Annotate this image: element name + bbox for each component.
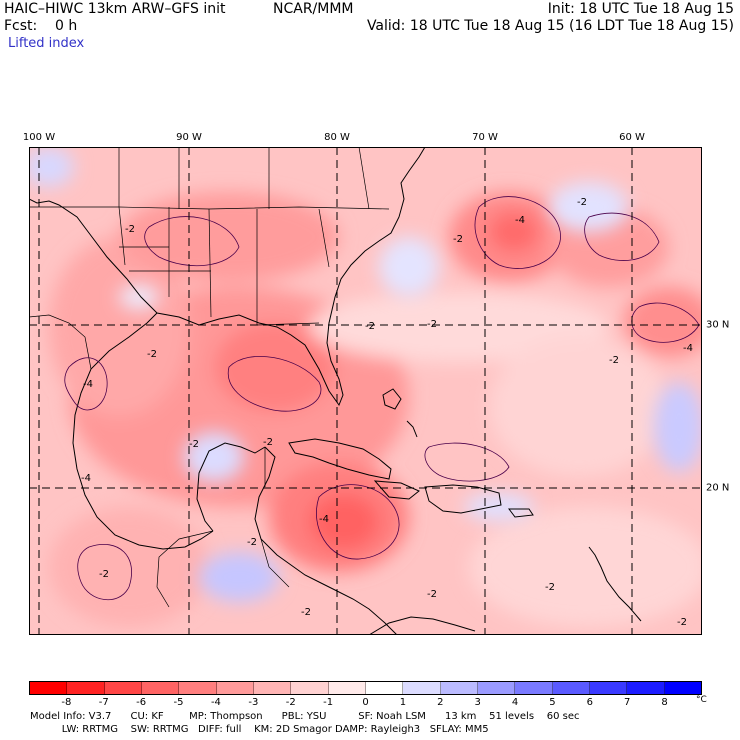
contour-label: -2	[677, 617, 687, 628]
lat-label-20n: 20 N	[706, 482, 730, 494]
colorbar-segment	[141, 682, 180, 694]
colorbar-segment	[515, 682, 553, 694]
colorbar-segment	[440, 682, 478, 694]
contour-label: -4	[81, 473, 91, 484]
contour-label: -4	[515, 215, 525, 226]
colorbar-segment	[253, 682, 292, 694]
colorbar-tick-label: -4	[210, 697, 221, 708]
lat-label-30n: 30 N	[706, 319, 730, 331]
contour-lines	[64, 196, 700, 601]
valid-time: Valid: 18 UTC Tue 18 Aug 15 (16 LDT Tue …	[366, 18, 734, 34]
colorbar-segment	[30, 682, 68, 694]
colorbar-segment	[365, 682, 404, 694]
contour-label: -2	[545, 582, 555, 593]
colorbar-segment	[552, 682, 590, 694]
colorbar-tick-label: 2	[437, 697, 444, 708]
contour-label: -2	[247, 537, 257, 548]
contour-label: -2	[427, 589, 437, 600]
model-info-line1: Model Info: V3.7 CU: KF MP: Thompson PBL…	[30, 711, 580, 722]
colorbar-tick-label: 7	[624, 697, 631, 708]
lon-label-60w: 60 W	[619, 132, 645, 143]
colorbar-tick-label: 0	[362, 697, 369, 708]
colorbar-segment	[477, 682, 516, 694]
colorbar-segment	[328, 682, 366, 694]
contour-label: -2	[301, 607, 311, 618]
contour-label: -2	[609, 355, 619, 366]
contour-label-group: -2 -4 -2 -2 -4 -2 -4 -2 -2 -2 -2 -4 -2 -…	[81, 197, 693, 628]
contour-label: -2	[263, 437, 273, 448]
lon-label-90w: 90 W	[176, 132, 202, 143]
colorbar-unit: °C	[696, 695, 707, 705]
org-label: NCAR/MMM	[273, 1, 354, 17]
colorbar-tick-label: -8	[61, 697, 72, 708]
field-name: Lifted index	[8, 36, 85, 51]
colorbar-segment	[216, 682, 254, 694]
colorbar-tick-label: -2	[285, 697, 296, 708]
lon-label-80w: 80 W	[324, 132, 350, 143]
colorbar-segment	[664, 682, 701, 694]
colorbar-tick-label: 1	[399, 697, 407, 708]
colorbar-tick-label: -6	[136, 697, 147, 708]
contour-label: -2	[99, 569, 109, 580]
contour-label: -4	[83, 379, 93, 390]
colorbar-segment	[627, 682, 665, 694]
map-canvas: -2 -4 -2 -2 -4 -2 -4 -2 -2 -2 -2 -4 -2 -…	[29, 147, 702, 635]
lon-label-100w: 100 W	[22, 132, 56, 143]
lon-label-70w: 70 W	[472, 132, 498, 143]
contour-label: -2	[427, 319, 437, 330]
colorbar-segment	[67, 682, 105, 694]
init-time: Init: 18 UTC Tue 18 Aug 15	[547, 1, 734, 17]
colorbar-tick-label: -5	[173, 697, 184, 708]
lat-lon-grid	[29, 147, 702, 635]
colorbar-tick-label: 4	[511, 697, 519, 708]
colorbar-segment	[291, 682, 329, 694]
contour-label: -2	[365, 321, 375, 332]
colorbar-tick-label: -3	[248, 697, 259, 708]
contour-label: -2	[189, 439, 199, 450]
colorbar-segment	[179, 682, 217, 694]
contour-label: -2	[453, 234, 463, 245]
forecast-hour: Fcst: 0 h	[4, 18, 78, 34]
colorbar-tick-label: 5	[549, 697, 556, 708]
lifted-index-map: -2 -4 -2 -2 -4 -2 -4 -2 -2 -2 -2 -4 -2 -…	[29, 147, 702, 635]
map-frame	[29, 147, 702, 635]
colorbar	[29, 681, 702, 695]
contour-label: -2	[125, 224, 135, 235]
coastlines	[29, 147, 642, 635]
colorbar-tick-label: 3	[474, 697, 481, 708]
colorbar-tick-label: 6	[586, 697, 594, 708]
colorbar-segment	[589, 682, 628, 694]
shading-field	[49, 192, 702, 627]
contour-label: -4	[683, 343, 693, 354]
colorbar-segment	[104, 682, 142, 694]
state-borders	[29, 147, 390, 608]
colorbar-tick-label: -1	[323, 697, 334, 708]
colorbar-tick-label: 8	[661, 697, 668, 708]
model-title: HAIC–HIWC 13km ARW–GFS init	[4, 1, 226, 17]
model-info-line2: LW: RRTMG SW: RRTMG DIFF: full KM: 2D Sm…	[30, 724, 489, 735]
contour-label: -4	[319, 514, 329, 525]
colorbar-tick-label: -7	[98, 697, 109, 708]
colorbar-segment	[403, 682, 441, 694]
contour-label: -2	[577, 197, 587, 208]
contour-label: -2	[147, 349, 157, 360]
